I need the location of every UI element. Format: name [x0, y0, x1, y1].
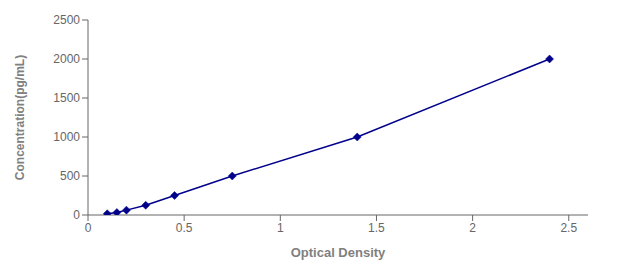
- svg-text:1: 1: [277, 221, 284, 235]
- svg-text:500: 500: [60, 169, 80, 183]
- svg-text:2000: 2000: [53, 52, 80, 66]
- svg-text:0: 0: [73, 208, 80, 222]
- svg-text:1500: 1500: [53, 91, 80, 105]
- svg-text:Concentration(pg/mL): Concentration(pg/mL): [13, 55, 27, 180]
- svg-text:2500: 2500: [53, 13, 80, 27]
- svg-text:0.5: 0.5: [176, 221, 193, 235]
- svg-text:2.5: 2.5: [560, 221, 577, 235]
- svg-text:Optical Density: Optical Density: [291, 245, 386, 260]
- svg-text:2: 2: [469, 221, 476, 235]
- svg-text:1000: 1000: [53, 130, 80, 144]
- svg-text:1.5: 1.5: [368, 221, 385, 235]
- svg-text:0: 0: [85, 221, 92, 235]
